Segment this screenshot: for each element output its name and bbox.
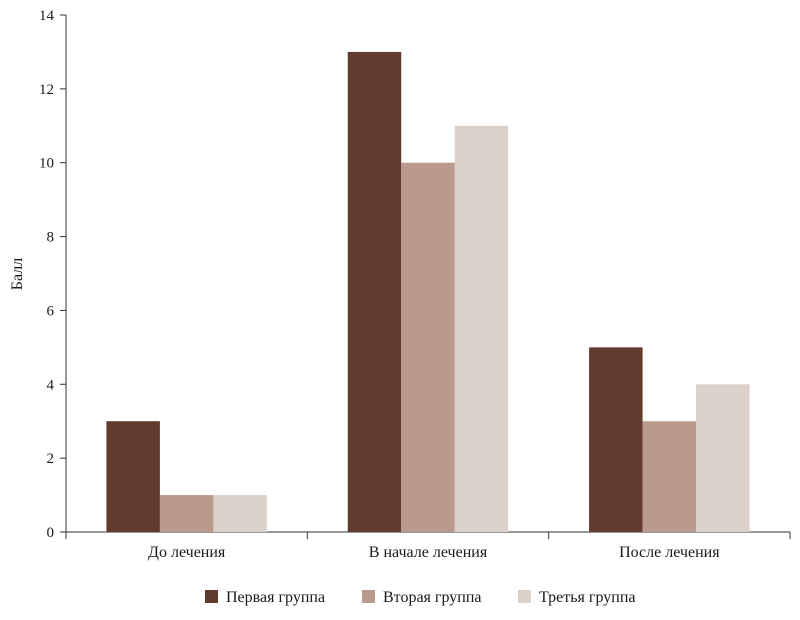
- x-category-label: После лечения: [619, 544, 720, 561]
- bar: [696, 384, 750, 532]
- bars: [106, 51, 750, 533]
- y-tick-label: 8: [47, 230, 55, 246]
- y-axis-title: Балл: [9, 258, 26, 290]
- bar: [454, 125, 509, 533]
- legend-label: Третья группа: [539, 589, 636, 606]
- y-tick-label: 2: [47, 451, 55, 467]
- legend-label: Вторая группа: [383, 589, 482, 606]
- bar: [642, 421, 697, 532]
- bar: [213, 495, 267, 532]
- bar: [106, 421, 160, 532]
- y-tick-label: 0: [47, 525, 55, 541]
- bar: [347, 51, 402, 533]
- legend-label: Первая группа: [226, 589, 325, 606]
- x-category-label: В начале лечения: [369, 544, 488, 561]
- bar: [159, 495, 214, 532]
- y-tick-label: 10: [39, 156, 54, 172]
- y-tick-label: 6: [47, 303, 55, 319]
- y-tick-label: 12: [39, 82, 54, 98]
- legend-swatch: [518, 590, 531, 603]
- legend: Первая группа Вторая группа Третья группа: [205, 589, 636, 606]
- bar: [589, 347, 643, 532]
- x-category-label: До лечения: [148, 544, 226, 561]
- y-tick-label: 14: [39, 8, 55, 24]
- legend-swatch: [362, 590, 375, 603]
- legend-swatch: [205, 590, 218, 603]
- y-tick-label: 4: [47, 377, 55, 393]
- labels: До лечения В начале лечения После лечения: [148, 544, 720, 561]
- bar: [401, 162, 455, 532]
